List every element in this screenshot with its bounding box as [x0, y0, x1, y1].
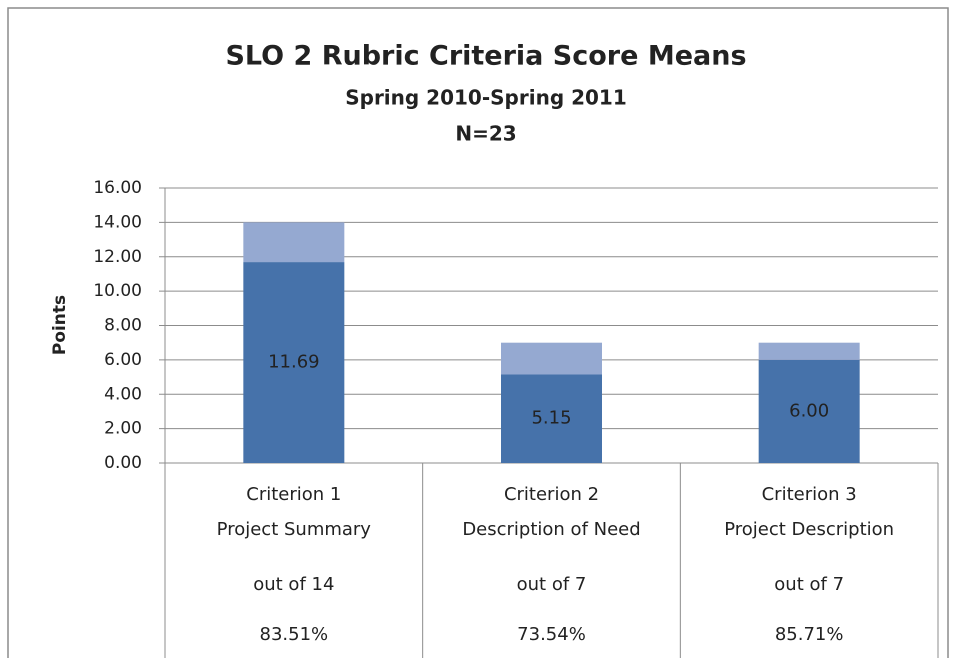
- y-tick-label: 16.00: [93, 178, 142, 198]
- chart-note: N=23: [455, 122, 516, 146]
- bar-segment: [758, 342, 860, 360]
- y-tick-label: 8.00: [104, 316, 142, 336]
- y-axis-label: Points: [50, 295, 70, 355]
- chart-title: SLO 2 Rubric Criteria Score Means: [225, 41, 746, 72]
- percentage-label: 85.71%: [775, 624, 844, 645]
- out-of-label: out of 7: [774, 574, 844, 595]
- data-label: 11.69: [268, 352, 320, 373]
- x-tick-label: Description of Need: [462, 519, 640, 540]
- chart-subtitle: Spring 2010-Spring 2011: [345, 86, 627, 110]
- data-label: 5.15: [531, 408, 571, 429]
- y-tick-label: 10.00: [93, 281, 142, 301]
- y-tick-label: 4.00: [104, 384, 142, 404]
- x-tick-label: Project Summary: [217, 519, 372, 540]
- bar-segment: [243, 262, 345, 463]
- bar-segment: [501, 374, 602, 463]
- bar-segment: [758, 359, 860, 463]
- y-tick-label: 2.00: [104, 419, 142, 439]
- y-tick-label: 12.00: [93, 247, 142, 267]
- x-tick-label: Criterion 2: [504, 484, 599, 505]
- percentage-label: 83.51%: [260, 624, 329, 645]
- y-tick-label: 14.00: [93, 212, 142, 232]
- bar-segment: [501, 342, 602, 375]
- percentage-label: 73.54%: [517, 624, 586, 645]
- y-tick-label: 0.00: [104, 453, 142, 473]
- x-tick-label: Criterion 3: [762, 484, 857, 505]
- x-tick-label: Project Description: [724, 519, 894, 540]
- bar-segment: [243, 222, 345, 263]
- y-tick-label: 6.00: [104, 350, 142, 370]
- out-of-label: out of 14: [253, 574, 334, 595]
- x-tick-label: Criterion 1: [246, 484, 341, 505]
- data-label: 6.00: [789, 400, 829, 421]
- out-of-label: out of 7: [517, 574, 587, 595]
